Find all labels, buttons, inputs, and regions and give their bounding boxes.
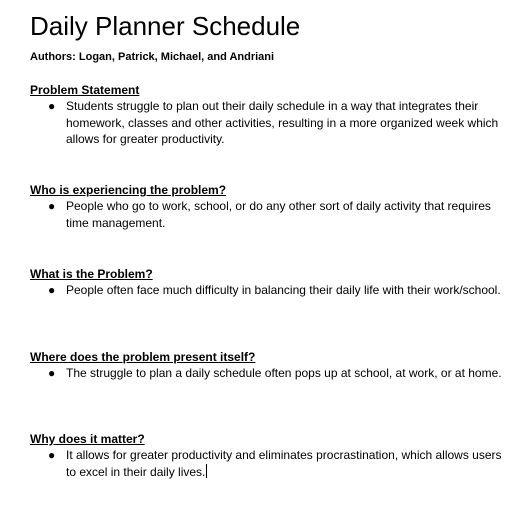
bullet-text: The struggle to plan a daily schedule of…	[66, 366, 502, 380]
text-cursor	[206, 463, 208, 478]
bullet-list: ● People who go to work, school, or do a…	[30, 198, 510, 231]
section-problem-statement: Problem Statement ● Students struggle to…	[30, 82, 510, 148]
section-why-does-it-matter: Why does it matter? ● It allows for grea…	[30, 431, 510, 480]
section-what-is-the-problem: What is the Problem? ● People often face…	[30, 266, 510, 299]
section-heading: Why does it matter?	[30, 432, 145, 446]
section-where-does-problem-present: Where does the problem present itself? ●…	[30, 349, 510, 382]
list-item: ● Students struggle to plan out their da…	[30, 98, 510, 148]
section-heading: What is the Problem?	[30, 267, 153, 281]
list-item: ● The struggle to plan a daily schedule …	[30, 365, 510, 382]
list-item: ● People often face much difficulty in b…	[30, 282, 510, 299]
bullet-text: Students struggle to plan out their dail…	[66, 99, 499, 146]
bullet-icon: ●	[48, 283, 56, 297]
bullet-text: People often face much difficulty in bal…	[66, 283, 501, 297]
bullet-icon: ●	[48, 448, 56, 462]
section-heading: Who is experiencing the problem?	[30, 183, 227, 197]
bullet-list: ● It allows for greater productivity and…	[30, 447, 510, 480]
bullet-text: People who go to work, school, or do any…	[66, 199, 491, 230]
section-heading: Problem Statement	[30, 83, 140, 97]
bullet-list: ● People often face much difficulty in b…	[30, 282, 510, 299]
section-heading: Where does the problem present itself?	[30, 350, 256, 364]
list-item: ● It allows for greater productivity and…	[30, 447, 510, 480]
bullet-icon: ●	[48, 199, 56, 213]
authors-line: Authors: Logan, Patrick, Michael, and An…	[30, 51, 275, 63]
document-title: Daily Planner Schedule	[30, 11, 301, 41]
bullet-list: ● The struggle to plan a daily schedule …	[30, 365, 510, 382]
bullet-icon: ●	[48, 99, 56, 113]
bullet-icon: ●	[48, 366, 56, 380]
section-who-is-experiencing: Who is experiencing the problem? ● Peopl…	[30, 182, 510, 231]
bullet-text: It allows for greater productivity and e…	[66, 448, 502, 479]
bullet-list: ● Students struggle to plan out their da…	[30, 98, 510, 148]
list-item: ● People who go to work, school, or do a…	[30, 198, 510, 231]
